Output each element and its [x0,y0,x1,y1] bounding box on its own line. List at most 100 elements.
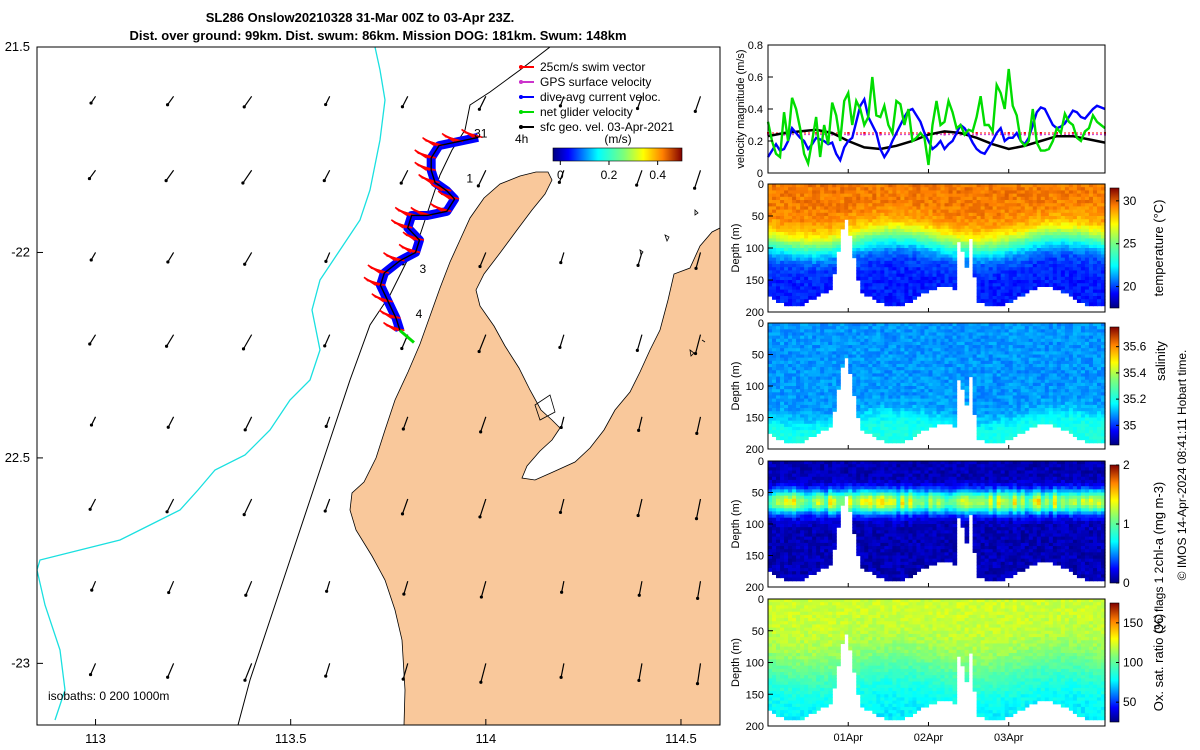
section-cell [1100,273,1106,278]
section-cell [888,190,893,195]
section-cell [816,203,821,207]
section-cell [964,222,970,227]
section-cell [908,436,914,441]
section-cell [792,235,797,239]
section-cell [900,292,905,297]
section-cell [776,200,781,204]
section-cell [920,219,926,223]
section-cell [1068,267,1074,271]
section-cell [1016,225,1022,230]
section-cell [1072,276,1078,281]
section-cell [796,270,801,275]
section-cell [1076,267,1082,271]
section-cell [980,251,986,255]
section-cell [836,228,841,233]
section-cell [864,270,869,275]
section-cell [804,238,809,243]
section-cell [1080,260,1086,265]
section-cell [916,193,922,198]
section-cell [1024,267,1030,271]
section-cell [864,225,869,230]
section-cell [1004,276,1010,281]
section-cell [1052,270,1058,275]
section-cell [896,292,901,297]
section-cell [1100,203,1106,207]
section-cell [888,203,893,207]
section-cell [892,190,897,195]
section-cell [1100,283,1106,287]
section-cell [832,219,837,223]
section-cell [876,296,881,300]
section-cell [800,299,805,303]
section-cell [1008,241,1014,246]
section-cell [792,329,797,334]
section-cell [960,212,966,217]
section-cell [1052,216,1058,220]
section-cell [812,200,817,204]
section-cell [808,280,813,284]
section-cell [868,196,873,201]
section-cell [808,203,813,207]
section-cell [944,232,950,236]
section-cell [1068,187,1074,191]
section-cell [828,267,833,271]
section-cell [984,254,990,259]
section-cell [980,273,986,278]
section-cell [1044,273,1050,278]
section-cell [876,273,881,278]
section-cell [980,248,986,252]
section-cell [864,289,869,294]
section-cell [820,264,825,268]
section-cell [852,216,857,220]
section-cell [944,200,950,204]
section-cell [992,280,998,284]
section-cell [904,436,910,441]
section-cell [780,187,785,191]
section-cell [824,196,829,201]
section-cell [804,292,809,297]
section-cell [968,232,974,236]
section-cell [1024,257,1030,262]
section-cell [1020,206,1026,211]
section-cell [808,270,813,275]
section-cell [1084,184,1090,188]
section-cell [1004,238,1010,243]
section-cell [996,209,1002,214]
section-cell [884,276,889,281]
section-cell [1084,225,1090,230]
section-cell [832,260,837,265]
section-cell [1072,289,1078,294]
section-cell [984,212,990,217]
section-cell [936,209,942,214]
section-cell [980,238,986,243]
section-cell [796,302,801,307]
section-cell [1000,270,1006,275]
section-cell [1064,280,1070,284]
section-cell [776,348,781,352]
section-cell [952,184,958,188]
section-cell [864,254,869,259]
section-cell [816,251,821,255]
section-cell [772,398,777,403]
section-cell [1016,257,1022,262]
section-cell [1036,276,1042,281]
section-cell [1000,254,1006,259]
section-cell [780,414,785,419]
section-cell [860,196,865,201]
section-cell [1076,206,1082,211]
section-cell [876,283,881,287]
section-cell [780,232,785,236]
section-cell [944,420,950,425]
section-cell [1048,216,1054,220]
geo-arrow [696,416,702,434]
section-cell [792,389,797,393]
section-cell [816,190,821,195]
section-cell [832,203,837,207]
section-cell [792,209,797,214]
section-cell [936,212,942,217]
section-cell [848,216,853,220]
section-cell [788,280,793,284]
section-cell [1096,222,1102,227]
section-cell [908,232,914,236]
section-cell [884,299,889,303]
